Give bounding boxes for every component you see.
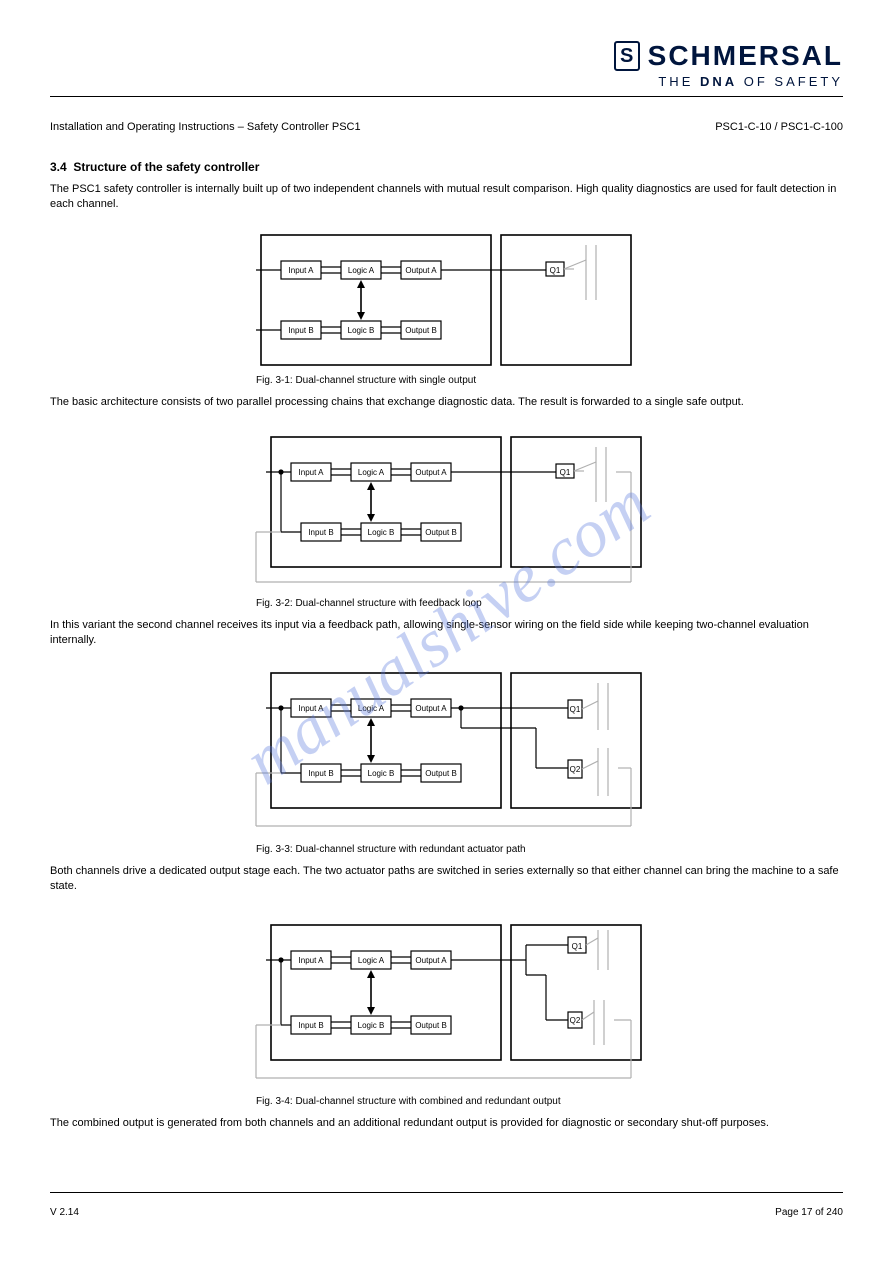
f2-out: Q1 (560, 468, 571, 477)
f4-b1: Input B (298, 1021, 323, 1030)
footer-rule (50, 1192, 843, 1193)
figure-1-desc: The basic architecture consists of two p… (50, 395, 843, 410)
logo-text: SCHMERSAL (648, 40, 843, 72)
doc-title: Installation and Operating Instructions … (50, 120, 361, 135)
f1-a3: Output A (405, 266, 437, 275)
logo: SCHMERSAL (614, 40, 843, 72)
f1-a1: Input A (289, 266, 315, 275)
brand-header: SCHMERSAL THE DNA OF SAFETY (614, 40, 843, 89)
f2-a2: Logic A (358, 468, 385, 477)
f4-a3: Output A (415, 956, 447, 965)
tagline-bold: DNA (700, 74, 737, 89)
f1-b1: Input B (288, 326, 313, 335)
footer-left: V 2.14 (50, 1207, 79, 1218)
f3-out2: Q2 (570, 765, 581, 774)
f4-b3: Output B (415, 1021, 447, 1030)
f4-out1: Q1 (572, 942, 583, 951)
tagline-pre: THE (658, 74, 700, 89)
figure-2: Input A Logic A Output A Q1 Input B Logi… (246, 432, 646, 592)
figure-1-caption: Fig. 3-1: Dual-channel structure with si… (256, 375, 476, 386)
logo-icon (614, 41, 640, 71)
header-right: PSC1-C-10 / PSC1-C-100 (715, 120, 843, 135)
f1-a2: Logic A (348, 266, 375, 275)
f4-b2: Logic B (358, 1021, 385, 1030)
footer-right: Page 17 of 240 (775, 1207, 843, 1218)
tagline: THE DNA OF SAFETY (658, 74, 843, 89)
figure-1: Input A Logic A Output A Q1 Input B Logi… (256, 230, 636, 370)
f2-b3: Output B (425, 528, 457, 537)
figure-2-desc: In this variant the second channel recei… (50, 618, 843, 649)
f4-out2: Q2 (570, 1016, 581, 1025)
f3-b1: Input B (308, 769, 333, 778)
tagline-post: OF SAFETY (737, 74, 843, 89)
f1-out: Q1 (550, 266, 561, 275)
figure-3-caption: Fig. 3-3: Dual-channel structure with re… (256, 844, 526, 855)
f3-out1: Q1 (570, 705, 581, 714)
figure-3: Input A Logic A Output A Q1 Input B Logi… (246, 668, 646, 838)
figure-3-desc: Both channels drive a dedicated output s… (50, 864, 843, 895)
figure-4: Input A Logic A Output A Q1 Q2 Input B L… (246, 920, 646, 1090)
header-rule (50, 96, 843, 97)
figure-4-caption: Fig. 3-4: Dual-channel structure with co… (256, 1096, 561, 1107)
f3-b3: Output B (425, 769, 457, 778)
f3-a2: Logic A (358, 704, 385, 713)
f2-a3: Output A (415, 468, 447, 477)
f3-a3: Output A (415, 704, 447, 713)
f4-a2: Logic A (358, 956, 385, 965)
f2-b2: Logic B (368, 528, 395, 537)
f2-a1: Input A (299, 468, 325, 477)
f4-a1: Input A (299, 956, 325, 965)
figure-4-desc: The combined output is generated from bo… (50, 1116, 843, 1131)
f3-a1: Input A (299, 704, 325, 713)
section-title-text: Structure of the safety controller (73, 160, 259, 174)
section-heading: 3.4 Structure of the safety controller (50, 160, 259, 174)
section-intro: The PSC1 safety controller is internally… (50, 182, 843, 213)
f1-b3: Output B (405, 326, 437, 335)
f2-b1: Input B (308, 528, 333, 537)
f3-b2: Logic B (368, 769, 395, 778)
figure-2-caption: Fig. 3-2: Dual-channel structure with fe… (256, 598, 482, 609)
section-number: 3.4 (50, 160, 67, 174)
f1-b2: Logic B (348, 326, 375, 335)
